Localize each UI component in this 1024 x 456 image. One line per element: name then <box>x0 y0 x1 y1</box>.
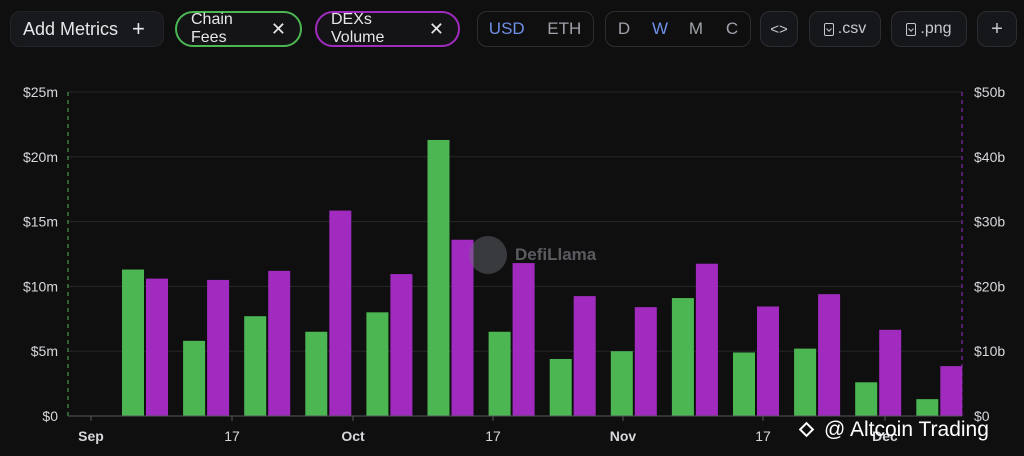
y-left-tick-label: $5m <box>31 343 58 359</box>
bar-dexs-volume <box>757 306 779 416</box>
add-metrics-label: Add Metrics <box>23 18 119 39</box>
csv-label: .csv <box>837 20 867 37</box>
chip-label: DEXs Volume <box>331 11 385 46</box>
toolbar: Add Metrics + Chain Fees ✕ DEXs Volume ✕… <box>0 0 1024 60</box>
bar-dexs-volume <box>634 307 657 416</box>
y-right-tick-label: $40b <box>974 149 1005 165</box>
period-weekly[interactable]: W <box>651 19 669 38</box>
llama-logo-icon <box>469 236 507 274</box>
bar-chain-fees <box>366 312 389 416</box>
x-tick-label: Nov <box>610 428 637 444</box>
x-tick-label: 17 <box>755 428 771 444</box>
y-right-tick-label: $30b <box>974 214 1005 230</box>
x-tick-label: Sep <box>78 428 104 444</box>
download-icon <box>823 22 834 36</box>
bar-dexs-volume <box>390 274 413 416</box>
close-icon[interactable]: ✕ <box>428 19 444 39</box>
overlay-watermark: @ Altcoin Trading <box>798 418 989 442</box>
x-tick-label: Oct <box>341 428 365 444</box>
watermark-text: DefiLlama <box>515 245 597 264</box>
bar-dexs-volume <box>207 279 230 416</box>
download-icon <box>906 22 917 36</box>
bar-dexs-volume <box>879 329 902 416</box>
y-left-tick-label: $25m <box>23 84 58 100</box>
add-chart-button[interactable]: + <box>977 11 1017 47</box>
bar-chain-fees <box>549 358 572 416</box>
bar-dexs-volume <box>512 263 535 416</box>
y-right-tick-label: $0 <box>974 408 990 424</box>
period-daily[interactable]: D <box>617 19 631 38</box>
bar-chain-fees <box>488 331 511 416</box>
bar-chain-fees <box>916 399 939 416</box>
x-tick-label: 17 <box>485 428 501 444</box>
defillama-watermark: DefiLlama <box>469 236 596 274</box>
bar-dexs-volume <box>451 239 474 416</box>
bar-chain-fees <box>122 269 144 416</box>
chip-label: Chain Fees <box>191 11 233 46</box>
close-icon[interactable]: ✕ <box>270 19 286 39</box>
bar-dexs-volume <box>268 270 291 416</box>
currency-toggle: USD ETH <box>477 11 594 47</box>
chip-dexs-volume[interactable]: DEXs Volume ✕ <box>315 11 460 47</box>
bar-chain-fees <box>244 316 267 416</box>
plus-icon: + <box>991 17 1003 40</box>
chip-chain-fees[interactable]: Chain Fees ✕ <box>175 11 302 47</box>
bar-chain-fees <box>305 331 328 416</box>
bar-dexs-volume <box>940 366 963 416</box>
bar-dexs-volume <box>818 294 841 416</box>
bar-chain-fees <box>855 382 878 416</box>
bar-chain-fees <box>671 298 694 416</box>
y-left-tick-label: $15m <box>23 214 58 230</box>
bar-dexs-volume <box>329 210 352 416</box>
png-label: .png <box>920 20 952 37</box>
add-metrics-button[interactable]: Add Metrics + <box>10 11 164 47</box>
y-left-tick-label: $20m <box>23 149 58 165</box>
plus-icon: + <box>132 16 145 41</box>
bar-dexs-volume <box>695 263 718 416</box>
y-left-tick-label: $10m <box>23 278 58 294</box>
x-tick-label: 17 <box>224 428 240 444</box>
currency-usd[interactable]: USD <box>488 19 525 38</box>
binance-icon <box>798 421 816 439</box>
y-right-tick-label: $20b <box>974 278 1005 294</box>
code-icon: <> <box>770 20 788 38</box>
period-cumulative[interactable]: C <box>725 19 739 38</box>
bar-dexs-volume <box>573 296 596 416</box>
bar-chain-fees <box>427 139 450 416</box>
watermark-text: @ Altcoin Trading <box>824 418 989 441</box>
bar-chain-fees <box>733 352 755 416</box>
bar-chain-fees <box>794 348 817 416</box>
period-monthly[interactable]: M <box>688 19 704 38</box>
bar-dexs-volume <box>146 278 168 416</box>
download-csv-button[interactable]: .csv <box>809 11 881 47</box>
download-png-button[interactable]: .png <box>891 11 967 47</box>
x-tick-label: Dec <box>872 428 898 444</box>
y-left-tick-label: $0 <box>42 408 58 424</box>
period-toggle: D W M C <box>605 11 751 47</box>
embed-button[interactable]: <> <box>760 11 798 47</box>
bar-chain-fees <box>610 351 633 416</box>
y-right-tick-label: $50b <box>974 84 1005 100</box>
bar-chain-fees <box>183 340 206 416</box>
currency-eth[interactable]: ETH <box>547 19 582 38</box>
y-right-tick-label: $10b <box>974 343 1005 359</box>
